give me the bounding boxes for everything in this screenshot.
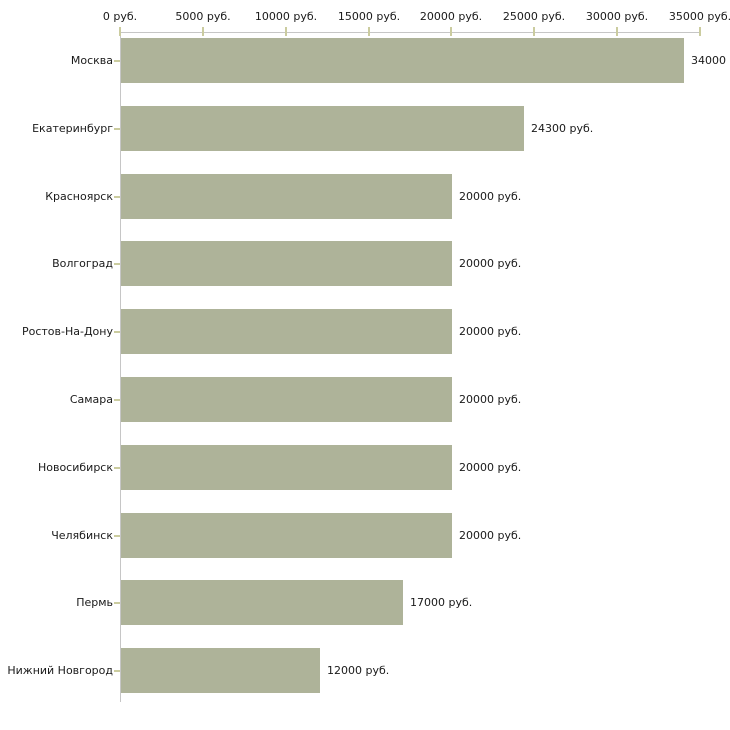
x-axis-line (120, 32, 701, 33)
category-tick (114, 263, 120, 265)
category-label: Ростов-На-Дону (21, 325, 113, 338)
x-axis-tick-label: 20000 руб. (419, 10, 483, 23)
category-tick (114, 602, 120, 604)
value-label: 20000 руб. (459, 461, 522, 474)
x-axis-tick-label: 30000 руб. (585, 10, 649, 23)
value-label: 34000 руб. (691, 54, 730, 67)
category-label: Москва (70, 54, 113, 67)
value-label: 20000 руб. (459, 190, 522, 203)
x-axis-tick-label: 0 руб. (102, 10, 138, 23)
bar (121, 648, 320, 693)
category-label: Пермь (76, 596, 113, 609)
x-axis-tick-label: 15000 руб. (337, 10, 401, 23)
value-label: 20000 руб. (459, 325, 522, 338)
value-label: 17000 руб. (410, 596, 473, 609)
category-label: Самара (69, 393, 113, 406)
bar (121, 513, 452, 558)
x-axis-tick (202, 27, 204, 36)
x-axis-tick (450, 27, 452, 36)
x-axis-tick-label: 25000 руб. (502, 10, 566, 23)
x-axis-tick-label: 35000 руб. (668, 10, 730, 23)
value-label: 20000 руб. (459, 529, 522, 542)
category-tick (114, 399, 120, 401)
x-axis-tick-label: 5000 руб. (175, 10, 231, 23)
x-axis-tick (368, 27, 370, 36)
value-label: 24300 руб. (531, 122, 594, 135)
bar (121, 377, 452, 422)
value-label: 12000 руб. (327, 664, 390, 677)
bar (121, 445, 452, 490)
category-label: Екатеринбург (32, 122, 113, 135)
x-axis-tick (616, 27, 618, 36)
bar (121, 241, 452, 286)
category-tick (114, 60, 120, 62)
category-tick (114, 467, 120, 469)
x-axis-tick-label: 10000 руб. (254, 10, 318, 23)
bar (121, 174, 452, 219)
bar (121, 580, 403, 625)
x-axis-tick (119, 27, 121, 36)
category-label: Нижний Новгород (7, 664, 113, 677)
category-tick (114, 128, 120, 130)
category-tick (114, 331, 120, 333)
category-label: Челябинск (51, 529, 113, 542)
x-axis-tick (285, 27, 287, 36)
bar (121, 106, 524, 151)
bar (121, 38, 684, 83)
y-axis-line (120, 32, 121, 702)
category-label: Новосибирск (37, 461, 113, 474)
category-tick (114, 535, 120, 537)
value-label: 20000 руб. (459, 393, 522, 406)
category-tick (114, 196, 120, 198)
x-axis-tick (533, 27, 535, 36)
bar (121, 309, 452, 354)
category-label: Красноярск (45, 190, 113, 203)
x-axis-tick (699, 27, 701, 36)
value-label: 20000 руб. (459, 257, 522, 270)
category-label: Волгоград (52, 257, 113, 270)
category-tick (114, 670, 120, 672)
